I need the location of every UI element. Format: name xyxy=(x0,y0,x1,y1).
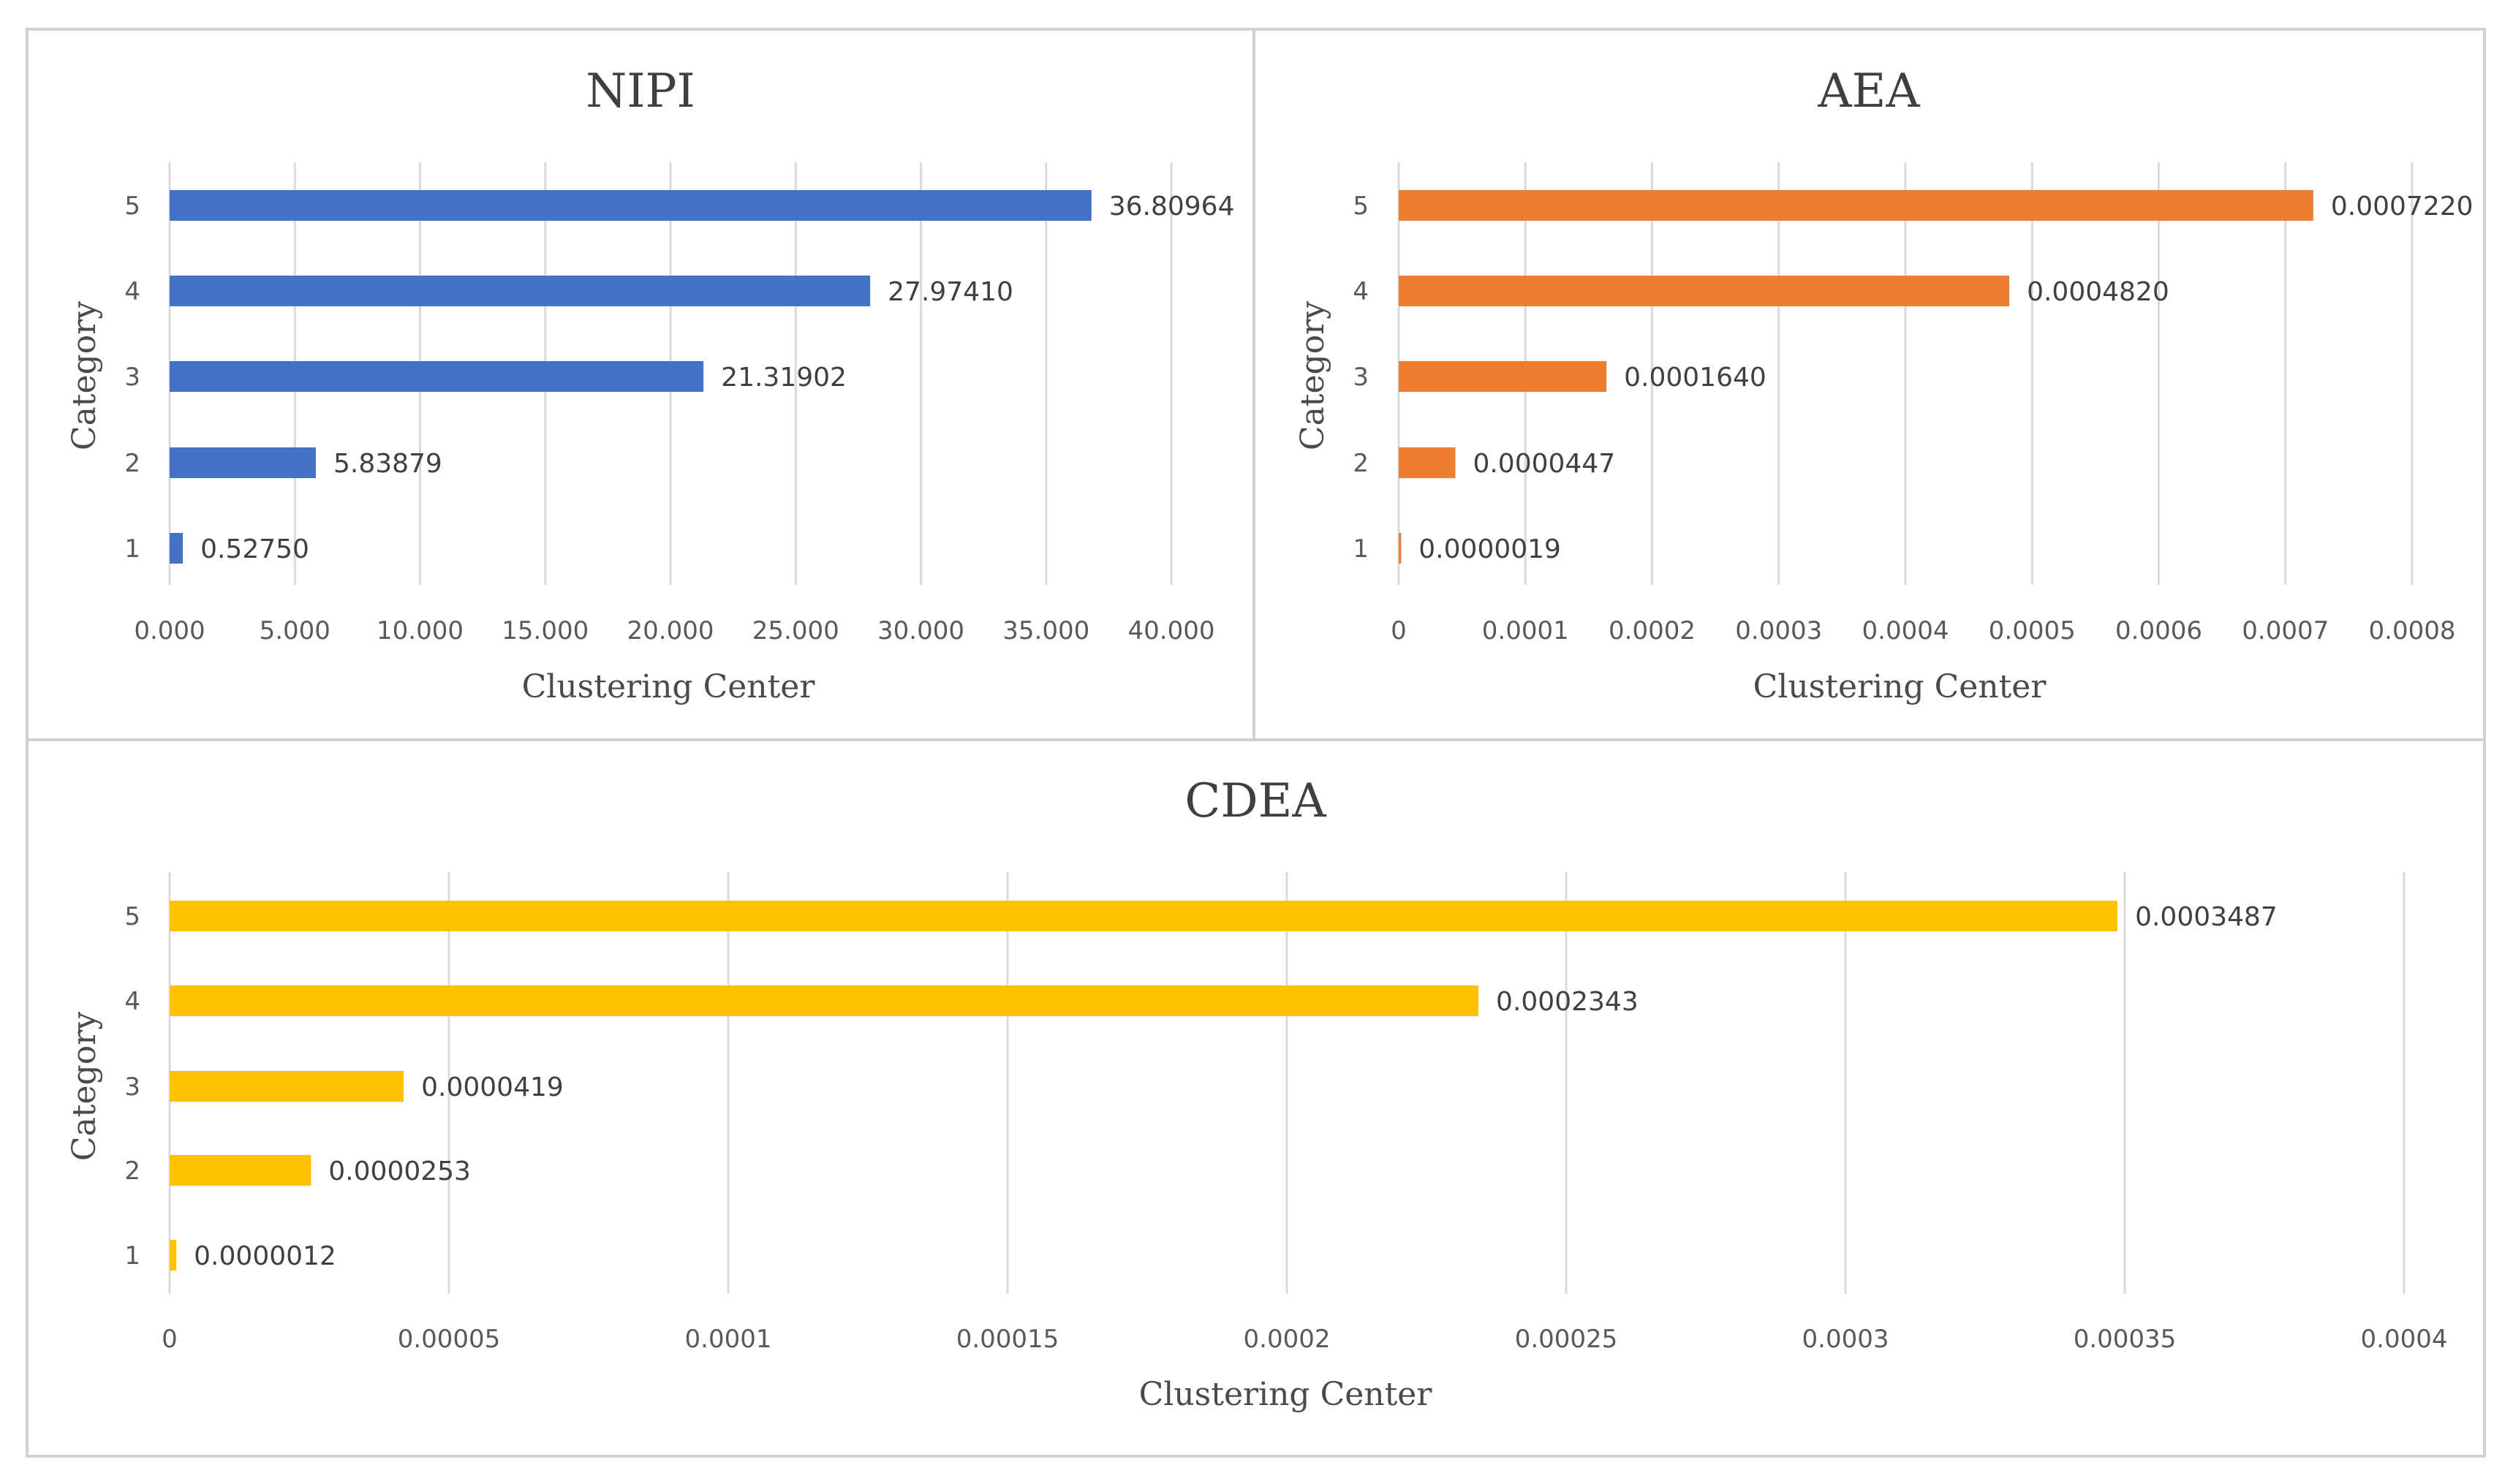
cdea-x-tick-label: 0.00035 xyxy=(2074,1325,2177,1354)
aea-x-axis-title: Clustering Center xyxy=(1753,668,2047,705)
aea-chart-title: AEA xyxy=(1817,64,1920,118)
nipi-chart-title: NIPI xyxy=(586,64,695,118)
nipi-x-tick-label: 0.000 xyxy=(134,616,205,646)
nipi-data-label: 5.83879 xyxy=(333,449,442,479)
cdea-y-tick-label: 3 xyxy=(124,1072,140,1102)
nipi-bar-category-1 xyxy=(170,533,184,564)
aea-y-tick-label: 3 xyxy=(1353,363,1369,392)
aea-bar-category-4 xyxy=(1399,276,2010,306)
nipi-bar-category-3 xyxy=(170,361,704,392)
nipi-bar-category-5 xyxy=(170,190,1092,221)
nipi-x-axis-title: Clustering Center xyxy=(522,668,816,705)
chart-cdea: CDEA 0 0.00005 0.0001 0.00015 0.0002 0.00025 0.… xyxy=(66,774,2447,1413)
nipi-x-tick-label: 15.000 xyxy=(502,616,589,646)
nipi-x-tick-label: 20.000 xyxy=(627,616,714,646)
aea-bar-category-5 xyxy=(1399,190,2313,221)
cdea-y-axis-title: Category xyxy=(66,1012,103,1161)
nipi-x-tick-label: 40.000 xyxy=(1128,616,1215,646)
cdea-x-tick-label: 0.0001 xyxy=(685,1325,772,1354)
nipi-data-label: 0.52750 xyxy=(200,534,309,564)
aea-y-tick-label: 4 xyxy=(1353,277,1369,306)
aea-data-label: 0.0000019 xyxy=(1418,534,1561,564)
aea-bar-category-2 xyxy=(1399,447,1456,478)
nipi-x-tick-label: 35.000 xyxy=(1002,616,1089,646)
cdea-bar-category-3 xyxy=(170,1071,404,1102)
nipi-bar-category-2 xyxy=(170,447,316,478)
aea-data-label: 0.0004820 xyxy=(2027,277,2169,307)
cdea-data-label: 0.0002343 xyxy=(1496,987,1639,1017)
nipi-x-tick-label: 5.000 xyxy=(260,616,330,646)
cdea-y-tick-label: 4 xyxy=(124,987,140,1016)
aea-x-tick-label: 0.0004 xyxy=(1862,616,1949,646)
aea-y-axis-title: Category xyxy=(1294,301,1331,450)
nipi-y-tick-label: 1 xyxy=(124,534,140,564)
aea-x-tick-label: 0.0005 xyxy=(1989,616,2076,646)
aea-y-tick-label: 5 xyxy=(1353,192,1369,221)
cdea-data-label: 0.0003487 xyxy=(2135,902,2278,932)
aea-x-tick-label: 0.0001 xyxy=(1482,616,1569,646)
nipi-x-tick-label: 25.000 xyxy=(752,616,839,646)
aea-data-label: 0.0007220 xyxy=(2331,192,2474,222)
cdea-x-tick-label: 0.0004 xyxy=(2361,1325,2448,1354)
aea-bar-category-1 xyxy=(1399,533,1402,564)
aea-data-label: 0.0000447 xyxy=(1473,449,1615,479)
nipi-y-tick-label: 3 xyxy=(124,363,140,392)
cdea-y-tick-label: 2 xyxy=(124,1156,140,1186)
nipi-bar-category-4 xyxy=(170,276,871,306)
cdea-x-tick-label: 0.00025 xyxy=(1515,1325,1618,1354)
nipi-data-label: 27.97410 xyxy=(888,277,1013,307)
cdea-bar-category-4 xyxy=(170,985,1479,1016)
cdea-bar-category-1 xyxy=(170,1240,177,1271)
cdea-chart-title: CDEA xyxy=(1184,774,1326,828)
chart-aea: AEA 0 0.0001 0.0002 0.0003 0.0004 0.0005 0.0006… xyxy=(1294,64,2474,705)
aea-x-tick-label: 0.0008 xyxy=(2369,616,2456,646)
cdea-data-label: 0.0000419 xyxy=(421,1072,564,1102)
cdea-x-tick-label: 0.00015 xyxy=(956,1325,1059,1354)
nipi-x-tick-label: 10.000 xyxy=(377,616,464,646)
nipi-data-label: 21.31902 xyxy=(721,363,847,393)
aea-x-tick-label: 0.0007 xyxy=(2242,616,2329,646)
aea-x-tick-label: 0.0003 xyxy=(1735,616,1822,646)
aea-y-tick-label: 2 xyxy=(1353,449,1369,478)
cdea-data-label: 0.0000012 xyxy=(194,1241,336,1271)
cdea-bar-category-5 xyxy=(170,901,2118,931)
aea-x-tick-label: 0.0006 xyxy=(2115,616,2202,646)
aea-y-tick-label: 1 xyxy=(1353,534,1369,564)
aea-data-label: 0.0001640 xyxy=(1624,363,1766,393)
aea-bar-category-3 xyxy=(1399,361,1607,392)
cdea-y-tick-label: 1 xyxy=(124,1241,140,1271)
cdea-y-tick-label: 5 xyxy=(124,902,140,931)
panel-border-cdea xyxy=(26,738,2486,1458)
nipi-y-tick-label: 2 xyxy=(124,449,140,478)
nipi-data-label: 36.80964 xyxy=(1109,192,1235,222)
cdea-data-label: 0.0000253 xyxy=(328,1156,471,1186)
nipi-x-tick-label: 30.000 xyxy=(877,616,964,646)
cdea-x-axis-title: Clustering Center xyxy=(1139,1376,1433,1413)
cdea-x-tick-label: 0.00005 xyxy=(398,1325,501,1354)
nipi-y-tick-label: 5 xyxy=(124,192,140,221)
aea-x-tick-label: 0 xyxy=(1391,616,1407,646)
nipi-y-axis-title: Category xyxy=(66,301,103,450)
nipi-y-tick-label: 4 xyxy=(124,277,140,306)
cdea-x-tick-label: 0.0002 xyxy=(1244,1325,1331,1354)
cdea-x-tick-label: 0.0003 xyxy=(1802,1325,1889,1354)
cdea-bar-category-2 xyxy=(170,1155,311,1186)
cdea-x-tick-label: 0 xyxy=(162,1325,178,1354)
aea-x-tick-label: 0.0002 xyxy=(1609,616,1696,646)
